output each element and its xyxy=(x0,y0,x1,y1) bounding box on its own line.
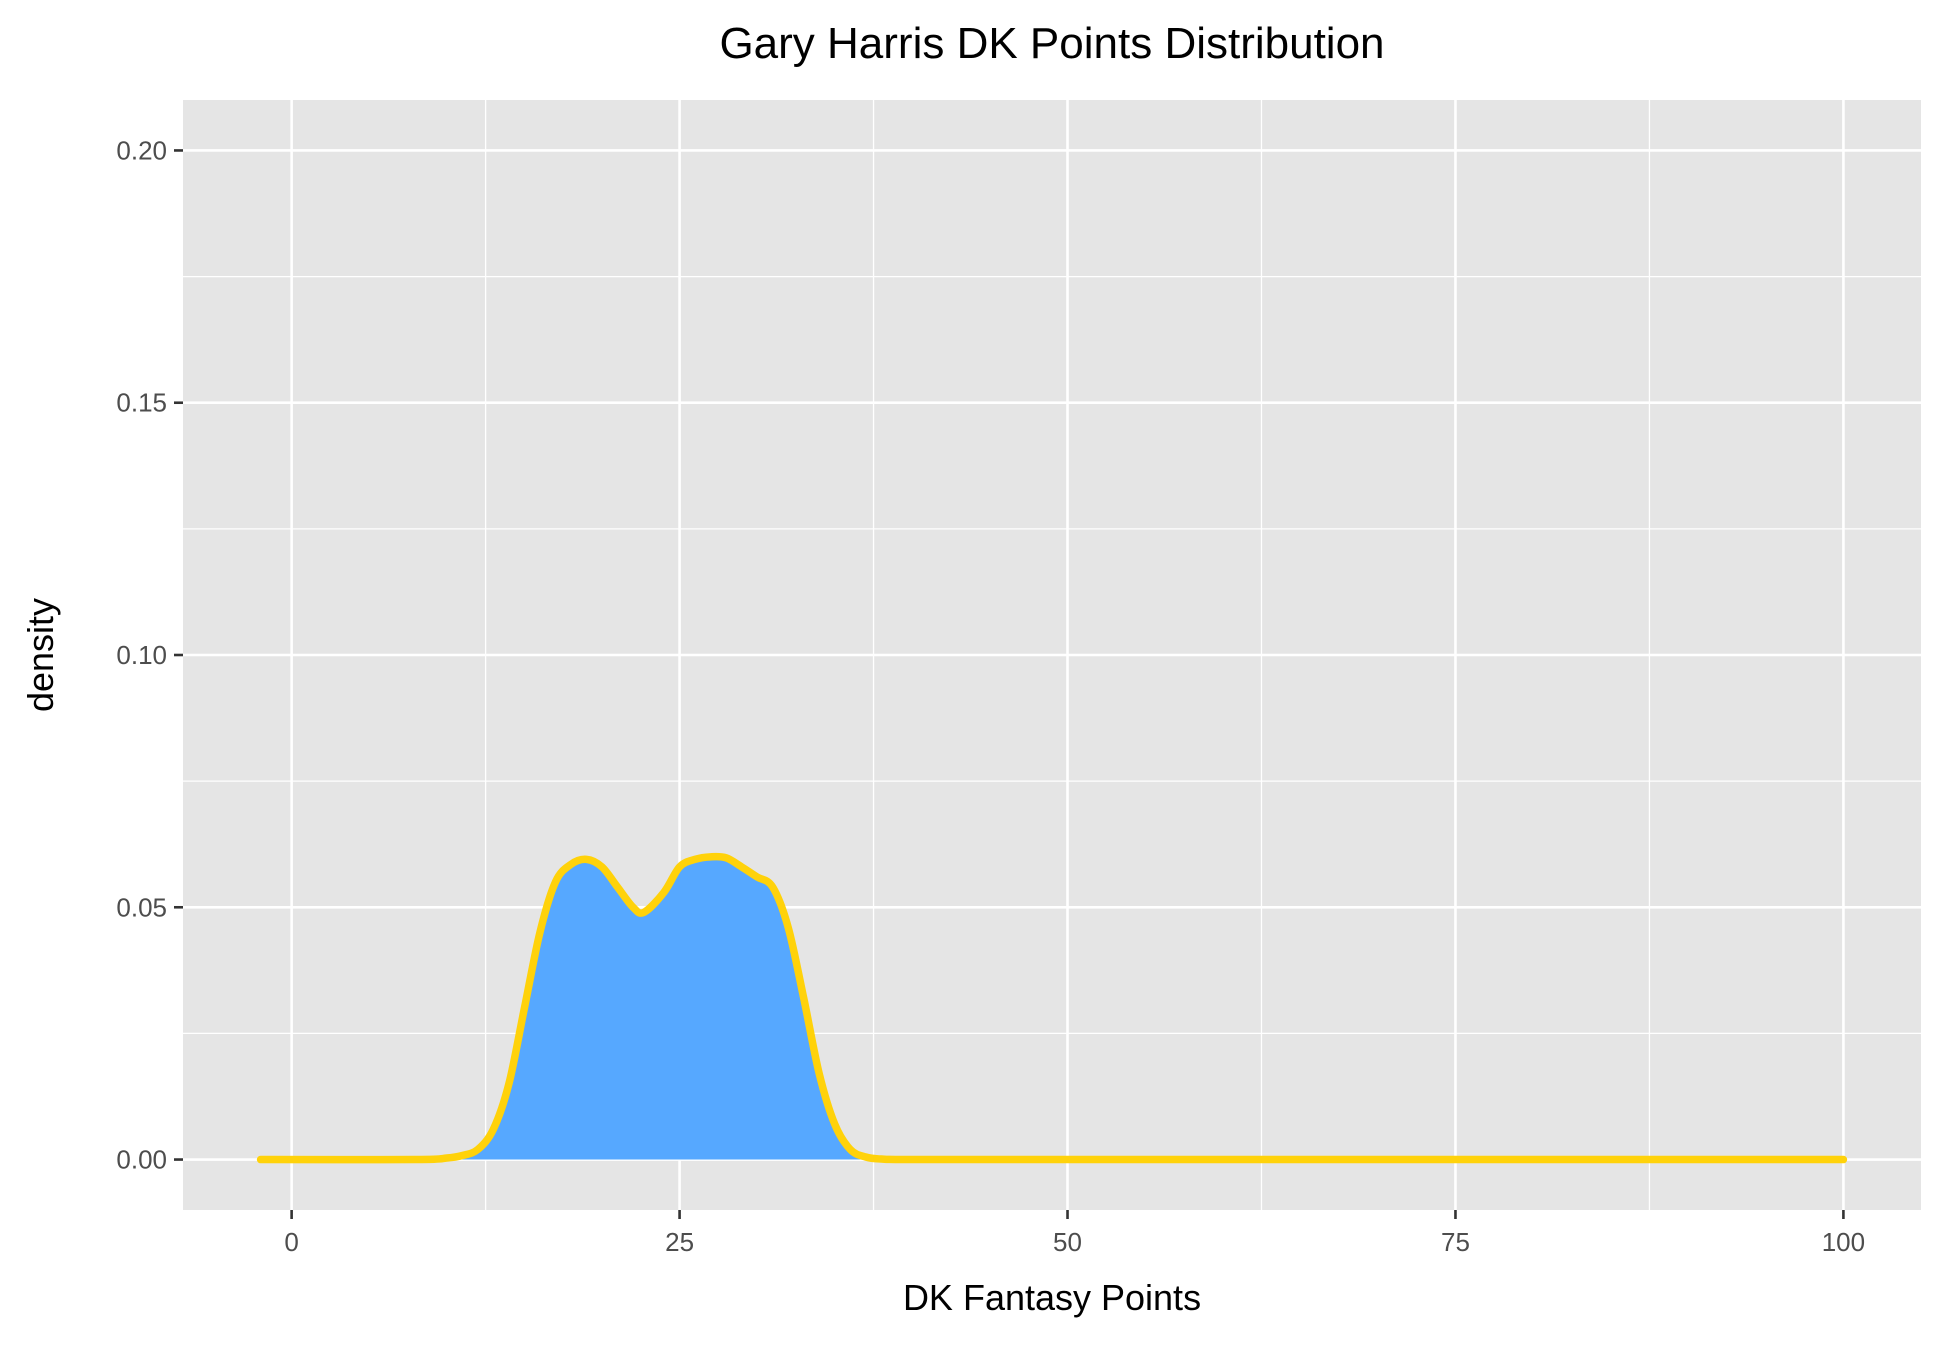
x-axis: 0 25 50 75 100 xyxy=(284,1210,1865,1257)
y-tick-label: 0.15 xyxy=(116,388,167,418)
x-tick-label: 100 xyxy=(1822,1227,1865,1257)
density-area xyxy=(260,856,1844,1160)
x-tick-label: 75 xyxy=(1441,1227,1470,1257)
x-axis-title: DK Fantasy Points xyxy=(903,1277,1201,1318)
y-tick-label: 0.00 xyxy=(116,1145,167,1175)
y-tick-label: 0.05 xyxy=(116,892,167,922)
y-axis: 0.00 0.05 0.10 0.15 0.20 xyxy=(116,135,183,1175)
chart-title: Gary Harris DK Points Distribution xyxy=(719,19,1384,68)
density-series xyxy=(256,852,1848,1164)
x-tick-label: 50 xyxy=(1053,1227,1082,1257)
y-axis-title: density xyxy=(20,598,61,712)
density-line xyxy=(256,852,1848,1164)
x-tick-label: 0 xyxy=(284,1227,298,1257)
x-tick-label: 25 xyxy=(665,1227,694,1257)
y-tick-label: 0.20 xyxy=(116,135,167,165)
y-tick-label: 0.10 xyxy=(116,640,167,670)
